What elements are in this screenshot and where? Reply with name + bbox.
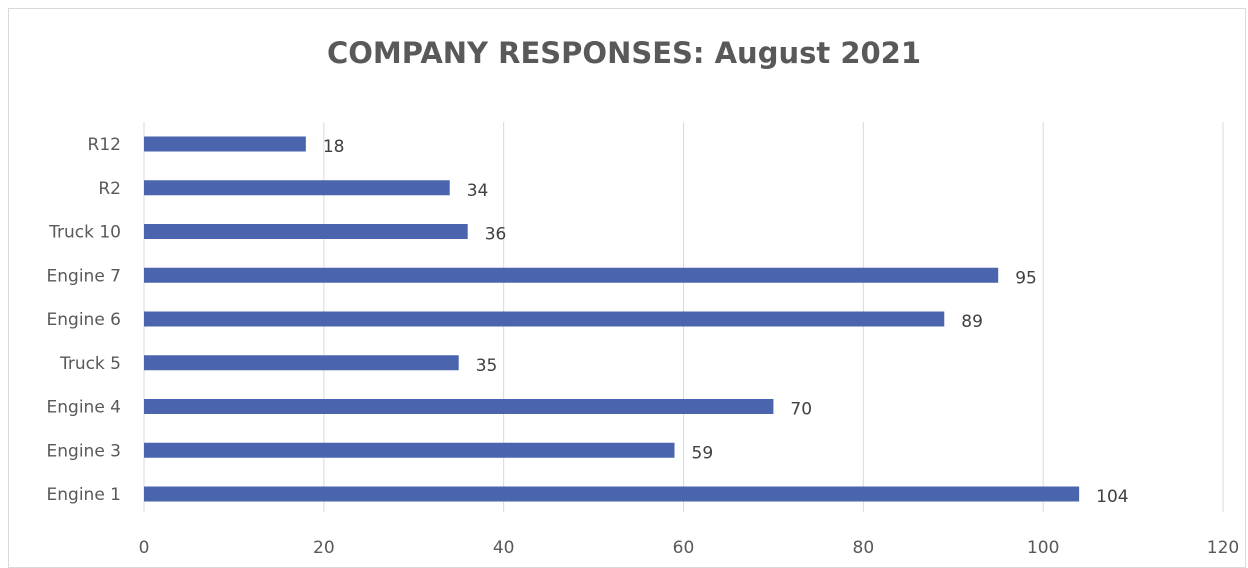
data-label: 36 [485, 225, 507, 245]
x-tick-label: 100 [1027, 538, 1059, 557]
category-label: R12 [88, 135, 121, 155]
category-label: R2 [98, 179, 121, 199]
chart-frame [8, 8, 1246, 568]
chart-title: COMPANY RESPONSES: August 2021 [326, 36, 922, 70]
value-labels: 104 59 70 35 89 95 36 34 18 [323, 137, 1129, 507]
bars [144, 136, 1080, 502]
bar [144, 224, 468, 239]
data-label: 59 [692, 443, 714, 463]
data-label: 95 [1015, 268, 1037, 288]
bar [144, 399, 774, 414]
data-label: 70 [790, 400, 812, 420]
category-label: Truck 10 [48, 223, 121, 243]
bar [144, 311, 945, 327]
category-label: Engine 6 [47, 310, 121, 330]
x-tick-label: 40 [493, 538, 515, 557]
data-label: 104 [1096, 487, 1128, 507]
x-tick-label: 60 [673, 538, 695, 557]
bar [144, 180, 450, 196]
category-label: Engine 3 [47, 441, 121, 461]
data-label: 35 [476, 356, 498, 376]
bar [144, 136, 306, 152]
x-tick-labels: 0 20 40 60 80 100 120 [139, 538, 1240, 557]
category-labels: Engine 1 Engine 3 Engine 4 Truck 5 Engine 6 E… [47, 135, 121, 505]
data-label: 18 [323, 137, 345, 157]
category-label: Engine 7 [47, 266, 121, 286]
data-label: 34 [467, 181, 489, 201]
category-label: Truck 5 [59, 354, 121, 374]
data-label: 89 [961, 312, 983, 332]
bar [144, 442, 675, 458]
bar [144, 486, 1080, 502]
bar [144, 267, 999, 283]
x-tick-label: 80 [853, 538, 875, 557]
bar [144, 355, 459, 371]
x-tick-label: 120 [1207, 538, 1239, 557]
x-tick-label: 20 [313, 538, 335, 557]
category-label: Engine 4 [47, 398, 121, 418]
category-label: Engine 1 [47, 485, 121, 505]
x-tick-label: 0 [139, 538, 150, 557]
